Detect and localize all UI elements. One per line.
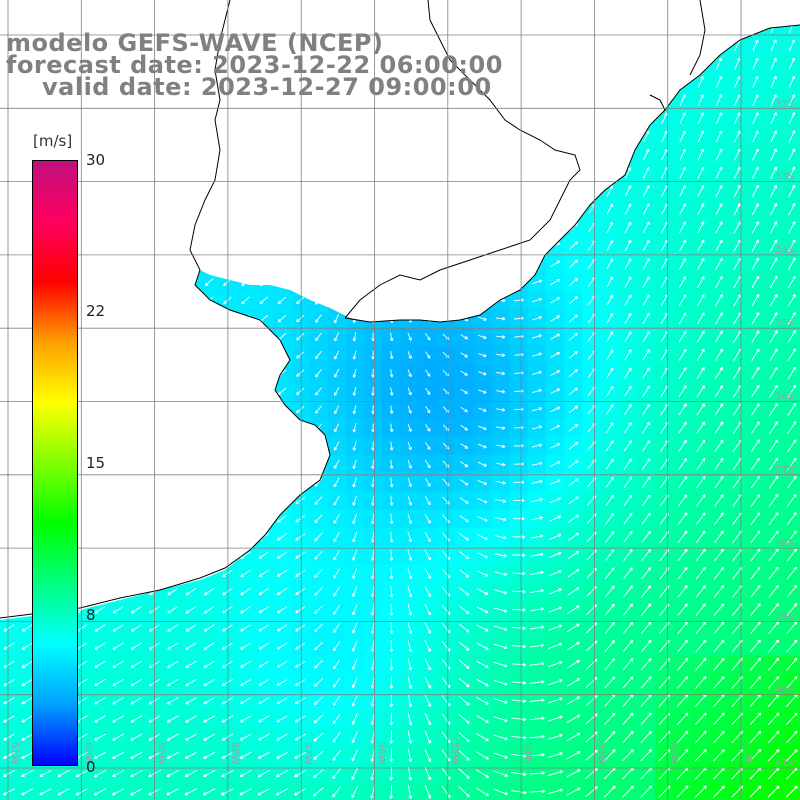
lat-label: 34S	[775, 245, 794, 256]
map-title: modelo GEFS-WAVE (NCEP)	[6, 29, 384, 57]
colorbar-unit: [m/s]	[33, 132, 73, 150]
colorbar-tick-8: 8	[86, 606, 96, 624]
lon-label: 55W	[449, 742, 460, 765]
lat-label: 35S	[775, 318, 794, 329]
lat-label: 37S	[775, 465, 794, 476]
coastline	[0, 0, 800, 619]
lon-label: 59W	[156, 742, 167, 765]
lon-label: 57W	[302, 742, 313, 765]
colorbar	[32, 160, 78, 766]
lat-label: 36S	[775, 392, 794, 403]
grid-labels: 32S 33S 34S 35S 36S 37S 38S 39S 40S 41S 61W 60W 59W 5…	[9, 98, 794, 769]
lon-label: 52W	[669, 742, 680, 765]
lat-label: 32S	[775, 98, 794, 109]
lon-label: 54W	[522, 742, 533, 765]
lon-label: 53W	[595, 742, 606, 765]
valid-date: valid date: 2023-12-27 09:00:00	[42, 73, 492, 101]
lon-label: 61W	[9, 742, 20, 765]
colorbar-tick-30: 30	[86, 151, 106, 169]
lat-label: 40S	[775, 685, 794, 696]
forecast-date: forecast date: 2023-12-22 06:00:00	[6, 51, 503, 79]
lon-label: 51W	[742, 742, 753, 765]
lat-label: 33S	[775, 172, 794, 183]
lat-label: 41S	[775, 758, 794, 769]
lon-label: 60W	[82, 742, 93, 765]
lat-label: 38S	[775, 538, 794, 549]
colorbar-tick-15: 15	[86, 454, 106, 472]
colorbar-tick-22: 22	[86, 302, 106, 320]
lon-label: 58W	[229, 742, 240, 765]
lat-label: 39S	[775, 611, 794, 622]
lon-label: 56W	[376, 742, 387, 765]
colorbar-tick-0: 0	[86, 758, 96, 776]
